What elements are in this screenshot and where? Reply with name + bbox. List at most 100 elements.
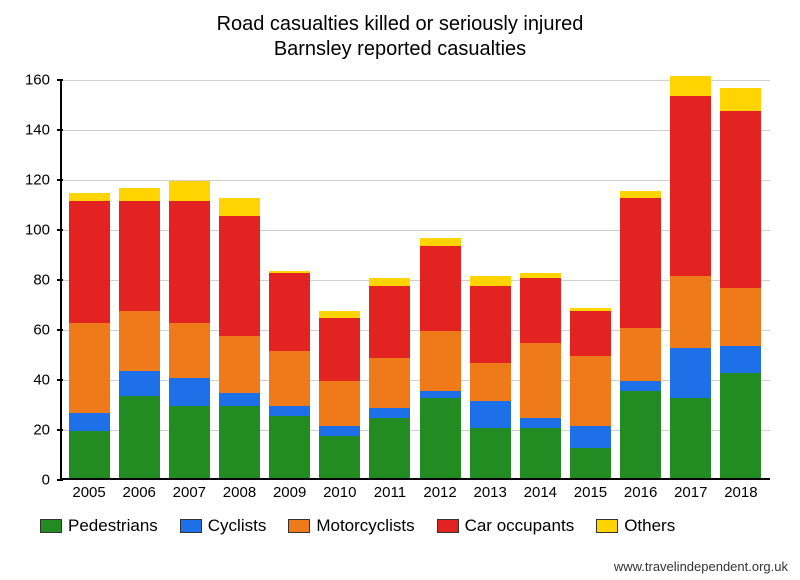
legend: PedestriansCyclistsMotorcyclistsCar occu… — [40, 516, 780, 536]
x-label: 2017 — [666, 484, 716, 501]
segment-motorcyclists — [69, 323, 110, 413]
bar-slot — [465, 80, 515, 478]
bar-2010 — [319, 311, 360, 479]
segment-car-occupants — [620, 198, 661, 328]
segment-cyclists — [620, 381, 661, 391]
segment-pedestrians — [570, 448, 611, 478]
bar-slot — [114, 80, 164, 478]
segment-car-occupants — [570, 311, 611, 356]
segment-cyclists — [470, 401, 511, 429]
legend-label: Pedestrians — [68, 516, 158, 536]
legend-swatch — [288, 519, 310, 533]
segment-cyclists — [570, 426, 611, 449]
segment-others — [319, 311, 360, 319]
y-tick-mark — [57, 229, 63, 231]
attribution: www.travelindependent.org.uk — [614, 559, 788, 574]
segment-pedestrians — [620, 391, 661, 479]
segment-others — [720, 88, 761, 111]
bar-2018 — [720, 88, 761, 478]
bar-slot — [565, 80, 615, 478]
bar-slot — [265, 80, 315, 478]
bar-2014 — [520, 273, 561, 478]
segment-motorcyclists — [319, 381, 360, 426]
y-tick-label: 60 — [33, 322, 50, 339]
bar-slot — [616, 80, 666, 478]
y-tick-label: 120 — [25, 172, 50, 189]
y-tick-mark — [57, 179, 63, 181]
bar-slot — [64, 80, 114, 478]
segment-cyclists — [69, 413, 110, 431]
segment-car-occupants — [319, 318, 360, 381]
segment-cyclists — [269, 406, 310, 416]
segment-motorcyclists — [670, 276, 711, 349]
y-tick-mark — [57, 79, 63, 81]
road-casualties-chart: Road casualties killed or seriously inju… — [0, 0, 800, 580]
segment-others — [169, 181, 210, 201]
y-tick-mark — [57, 429, 63, 431]
segment-car-occupants — [470, 286, 511, 364]
y-tick-mark — [57, 129, 63, 131]
segment-car-occupants — [520, 278, 561, 343]
bar-2007 — [169, 181, 210, 479]
segment-car-occupants — [420, 246, 461, 331]
segment-others — [420, 238, 461, 246]
bar-slot — [716, 80, 766, 478]
segment-motorcyclists — [520, 343, 561, 418]
segment-car-occupants — [269, 273, 310, 351]
y-tick-mark — [57, 329, 63, 331]
title-line-2: Barnsley reported casualties — [0, 37, 800, 62]
bar-2017 — [670, 76, 711, 479]
segment-cyclists — [369, 408, 410, 418]
bar-2008 — [219, 198, 260, 478]
legend-item-cyclists: Cyclists — [180, 516, 267, 536]
legend-item-motorcyclists: Motorcyclists — [288, 516, 414, 536]
legend-item-pedestrians: Pedestrians — [40, 516, 158, 536]
x-label: 2012 — [415, 484, 465, 501]
legend-swatch — [596, 519, 618, 533]
legend-label: Cyclists — [208, 516, 267, 536]
legend-swatch — [180, 519, 202, 533]
x-label: 2016 — [616, 484, 666, 501]
bar-2015 — [570, 308, 611, 478]
segment-pedestrians — [520, 428, 561, 478]
segment-pedestrians — [169, 406, 210, 479]
segment-others — [119, 188, 160, 201]
segment-cyclists — [119, 371, 160, 396]
chart-title: Road casualties killed or seriously inju… — [0, 0, 800, 62]
y-tick-label: 160 — [25, 72, 50, 89]
legend-item-others: Others — [596, 516, 675, 536]
bar-2005 — [69, 193, 110, 478]
segment-motorcyclists — [620, 328, 661, 381]
segment-pedestrians — [670, 398, 711, 478]
bars-wrapper — [60, 80, 770, 478]
x-label: 2013 — [465, 484, 515, 501]
segment-motorcyclists — [720, 288, 761, 346]
segment-motorcyclists — [420, 331, 461, 391]
segment-car-occupants — [369, 286, 410, 359]
segment-car-occupants — [219, 216, 260, 336]
title-line-1: Road casualties killed or seriously inju… — [0, 12, 800, 37]
segment-motorcyclists — [269, 351, 310, 406]
y-tick-label: 20 — [33, 422, 50, 439]
x-axis-labels: 2005200620072008200920102011201220132014… — [60, 484, 770, 501]
segment-pedestrians — [470, 428, 511, 478]
segment-motorcyclists — [219, 336, 260, 394]
segment-others — [69, 193, 110, 201]
bar-2006 — [119, 188, 160, 478]
segment-cyclists — [720, 346, 761, 374]
segment-pedestrians — [269, 416, 310, 479]
segment-motorcyclists — [470, 363, 511, 401]
y-tick-mark — [57, 479, 63, 481]
legend-label: Others — [624, 516, 675, 536]
segment-car-occupants — [670, 96, 711, 276]
x-label: 2007 — [164, 484, 214, 501]
segment-car-occupants — [720, 111, 761, 289]
x-label: 2018 — [716, 484, 766, 501]
segment-pedestrians — [369, 418, 410, 478]
x-label: 2011 — [365, 484, 415, 501]
bar-slot — [214, 80, 264, 478]
y-tick-mark — [57, 279, 63, 281]
segment-cyclists — [169, 378, 210, 406]
segment-pedestrians — [219, 406, 260, 479]
bar-slot — [515, 80, 565, 478]
